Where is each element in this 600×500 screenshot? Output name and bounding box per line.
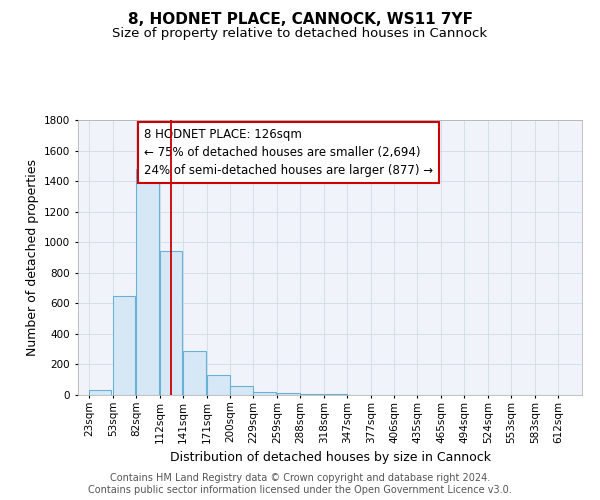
- Bar: [277, 392, 299, 395]
- Bar: [230, 386, 253, 395]
- Bar: [300, 394, 323, 395]
- Bar: [113, 296, 136, 395]
- Text: Contains HM Land Registry data © Crown copyright and database right 2024.
Contai: Contains HM Land Registry data © Crown c…: [88, 474, 512, 495]
- Text: 8 HODNET PLACE: 126sqm
← 75% of detached houses are smaller (2,694)
24% of semi-: 8 HODNET PLACE: 126sqm ← 75% of detached…: [143, 128, 433, 178]
- Bar: [324, 394, 347, 395]
- X-axis label: Distribution of detached houses by size in Cannock: Distribution of detached houses by size …: [170, 451, 491, 464]
- Bar: [160, 252, 182, 395]
- Bar: [183, 350, 206, 395]
- Bar: [136, 169, 158, 395]
- Text: 8, HODNET PLACE, CANNOCK, WS11 7YF: 8, HODNET PLACE, CANNOCK, WS11 7YF: [128, 12, 473, 28]
- Bar: [89, 390, 112, 395]
- Y-axis label: Number of detached properties: Number of detached properties: [26, 159, 38, 356]
- Text: Size of property relative to detached houses in Cannock: Size of property relative to detached ho…: [112, 28, 488, 40]
- Bar: [253, 392, 276, 395]
- Bar: [207, 375, 230, 395]
